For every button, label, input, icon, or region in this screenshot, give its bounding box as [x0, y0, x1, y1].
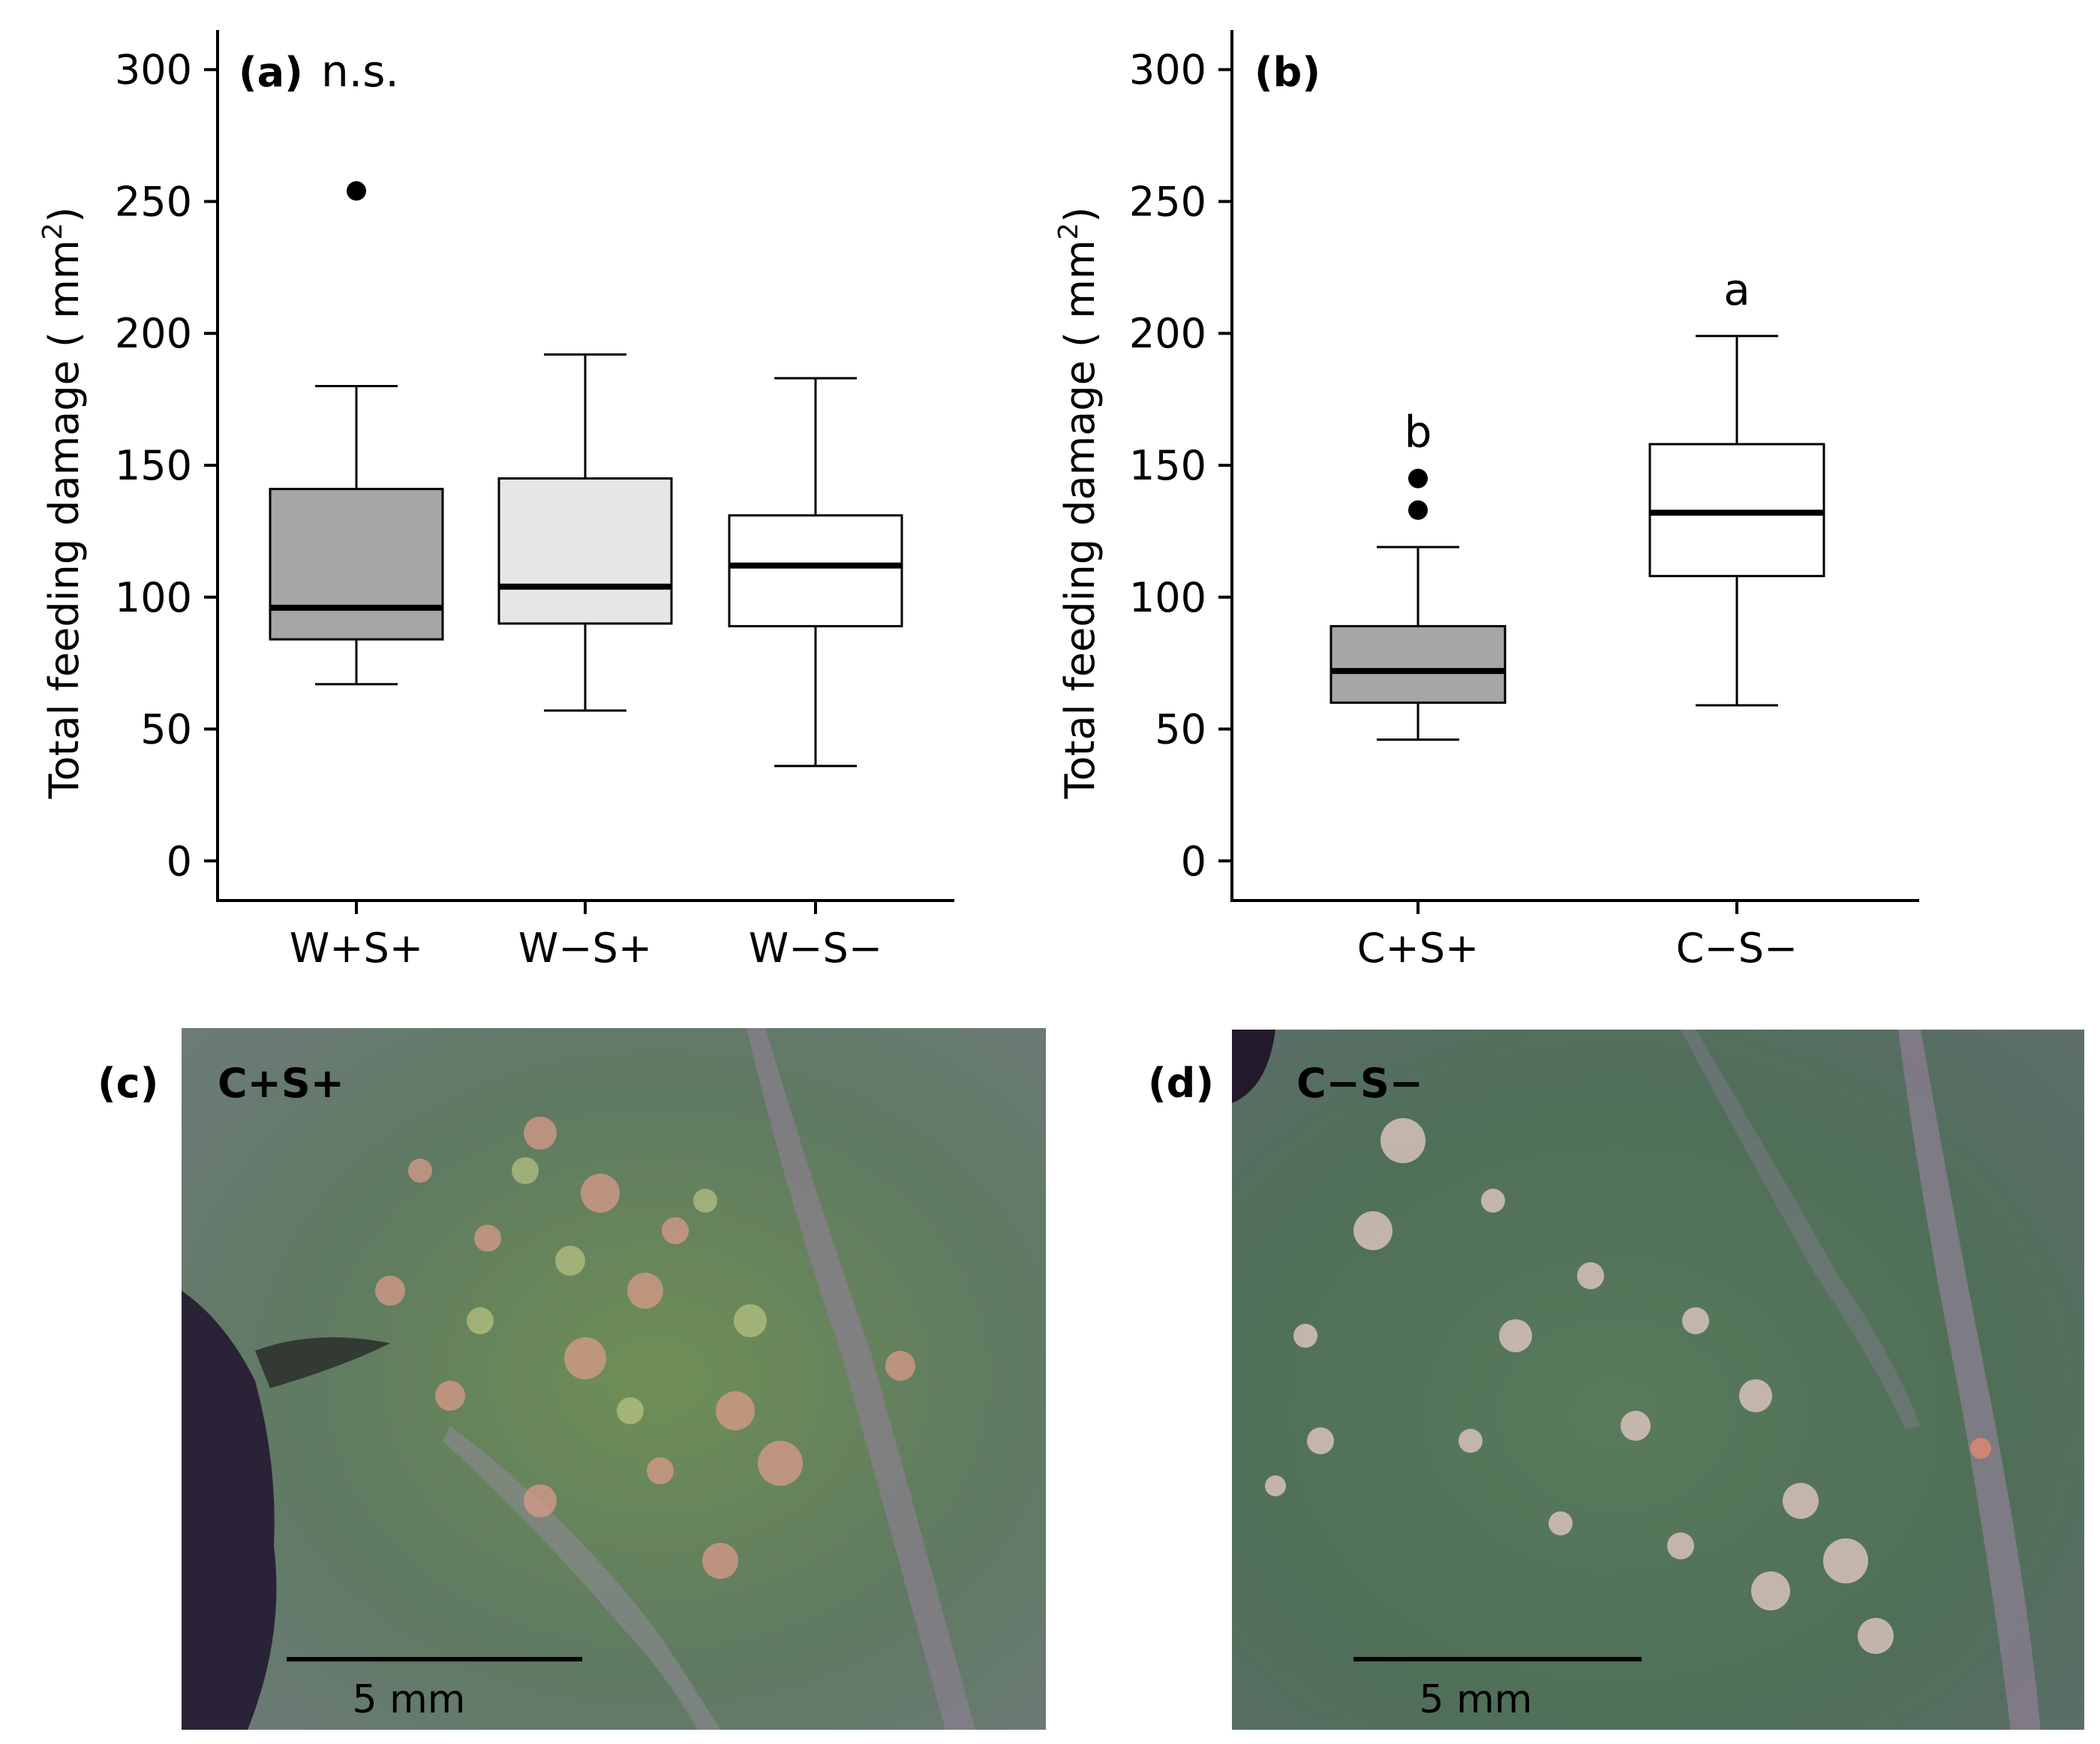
- panel-c-photo: (c) C+S+ 5 mm: [98, 1028, 1046, 1730]
- outlier-point: [347, 181, 366, 201]
- panel-b-ylabel: Total feeding damage ( mm2): [1053, 207, 1104, 800]
- panel-c-label: C+S+: [218, 1060, 344, 1107]
- panel-b-y-tick-label: 0: [1181, 837, 1206, 885]
- panel-b-y-tick-label: 250: [1129, 178, 1206, 225]
- iqr-box: [269, 488, 444, 641]
- panel-b-axes: 0 50 100 150 200 250 300 C+S+ C−S−: [1129, 30, 1919, 972]
- panel-a-y-tick-label: 200: [115, 310, 192, 357]
- outlier-point: [1408, 468, 1428, 489]
- panel-a-box-2: [497, 353, 673, 712]
- significance-letter: a: [1723, 264, 1750, 315]
- panel-a-x-tick-label: W−S−: [749, 925, 882, 972]
- panel-b-y-tick-label: 200: [1129, 310, 1206, 357]
- panel-b-box-2: a: [1648, 264, 1825, 707]
- panel-b-tag: (b): [1254, 49, 1320, 96]
- panel-c-scale-label: 5 mm: [353, 1677, 466, 1722]
- panel-b-x-tick-label: C+S+: [1357, 925, 1479, 972]
- panel-b-y-tick-label: 100: [1129, 574, 1206, 621]
- iqr-box: [497, 477, 673, 625]
- panel-d-tag: (d): [1148, 1060, 1214, 1107]
- panel-a-boxplot: (a) n.s. Total feeding damage ( mm2) 0 50…: [38, 30, 954, 972]
- panel-a-box-1: [269, 181, 444, 686]
- panel-b-y-tick-label: 300: [1129, 47, 1206, 94]
- outlier-point: [1408, 500, 1428, 520]
- panel-b-y-tick-label: 50: [1155, 706, 1206, 753]
- leaf-photo-d: [1232, 1030, 2084, 1730]
- panel-d-photo: (d) C−S− 5 mm: [1148, 1030, 2084, 1730]
- panel-a-y-tick-label: 100: [115, 574, 192, 621]
- significance-letter: b: [1405, 407, 1432, 458]
- panel-b-x-tick-label: C−S−: [1676, 925, 1798, 972]
- panel-a-annotation: n.s.: [321, 46, 399, 97]
- iqr-box: [728, 514, 903, 627]
- panel-a-y-tick-label: 50: [140, 706, 192, 753]
- panel-a-ylabel: Total feeding damage ( mm2): [38, 207, 88, 800]
- panel-b-y-tick-label: 150: [1129, 442, 1206, 489]
- panel-a-y-tick-label: 300: [115, 47, 192, 94]
- panel-a-y-tick-label: 250: [115, 178, 192, 225]
- panel-a-x-tick-label: W−S+: [518, 925, 652, 972]
- panel-a-tag: (a): [239, 49, 303, 96]
- panel-c-tag: (c): [98, 1060, 158, 1107]
- panel-a-y-tick-label: 150: [115, 442, 192, 489]
- panel-b-box-1: b: [1329, 407, 1507, 741]
- panel-a-x-tick-label: W+S+: [290, 925, 423, 972]
- panel-d-scale-label: 5 mm: [1420, 1677, 1533, 1722]
- panel-b-boxplot: (b) Total feeding damage ( mm2) 0 50 100 15…: [1053, 30, 1919, 972]
- leaf-photo-c: [182, 1028, 1046, 1730]
- iqr-box: [1329, 624, 1507, 704]
- panel-d-label: C−S−: [1296, 1060, 1423, 1107]
- panel-b-boxes: ba: [1329, 264, 1825, 741]
- panel-a-box-3: [728, 377, 903, 768]
- panel-a-axes: 0 50 100 150 200 250 300 W+S+ W−S+ W−S−: [115, 30, 954, 972]
- panel-a-boxes: [269, 181, 903, 768]
- panel-a-y-tick-label: 0: [167, 837, 192, 885]
